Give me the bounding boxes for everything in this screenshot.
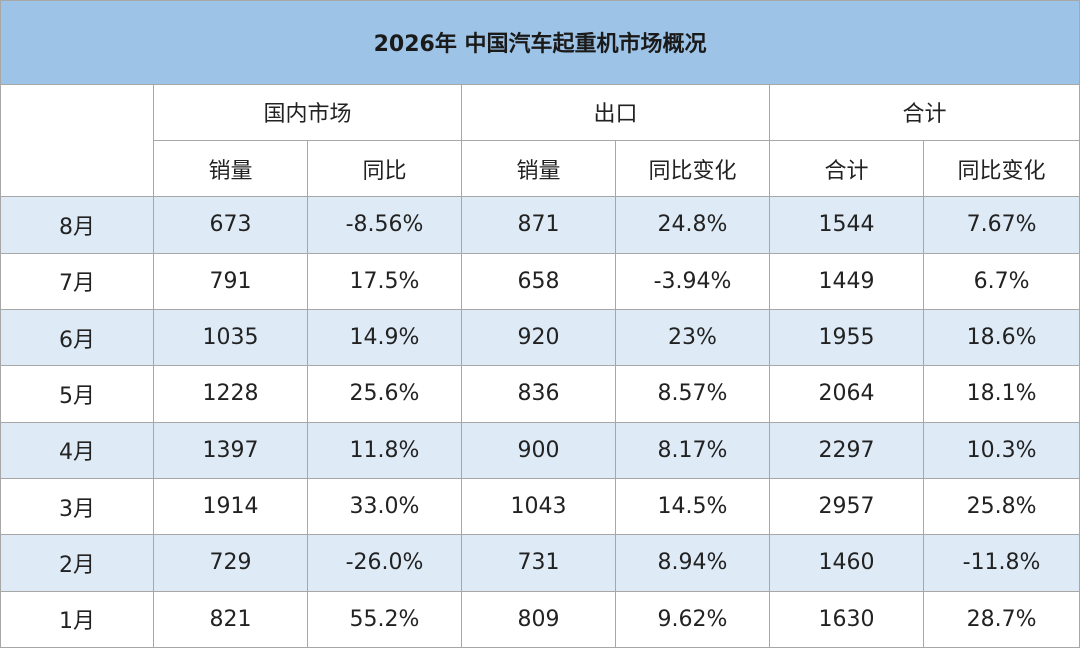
table-cell: 23% xyxy=(615,308,770,367)
table-cell: 55.2% xyxy=(307,590,462,649)
table-cell: 673 xyxy=(153,196,308,254)
table-cell: -3.94% xyxy=(615,252,770,310)
table-cell: 1460 xyxy=(769,534,924,592)
table-cell: 1955 xyxy=(769,308,924,367)
table-cell: 10.3% xyxy=(922,421,1080,479)
row-label-month: 4月 xyxy=(0,421,154,479)
row-label-month: 5月 xyxy=(0,365,154,423)
row-label-month: 7月 xyxy=(0,252,154,310)
table-cell: 8.94% xyxy=(615,534,770,592)
row-label-month: 6月 xyxy=(0,308,154,367)
table-cell: 871 xyxy=(461,196,616,254)
table-cell: 6.7% xyxy=(922,252,1080,310)
column-header: 销量 xyxy=(153,139,308,198)
table-row: 8月 673 -8.56% 871 24.8% 1544 7.67% xyxy=(0,196,1080,254)
table-cell: 1228 xyxy=(153,365,308,423)
group-header-total: 合计 xyxy=(768,83,1080,141)
table-cell: 731 xyxy=(461,534,616,592)
table-row: 3月 1914 33.0% 1043 14.5% 2957 25.8% xyxy=(0,477,1080,536)
column-header: 同比变化 xyxy=(922,139,1080,198)
table-cell: 18.6% xyxy=(922,308,1080,367)
column-header: 销量 xyxy=(461,139,616,198)
table-cell: 821 xyxy=(153,590,308,649)
table-title: 2026年 中国汽车起重机市场概况 xyxy=(0,0,1080,85)
table-cell: 1914 xyxy=(153,477,308,536)
table-cell: 7.67% xyxy=(922,196,1080,254)
table-cell: 658 xyxy=(461,252,616,310)
table-cell: 25.6% xyxy=(307,365,462,423)
table-cell: 1397 xyxy=(153,421,308,479)
table-row: 5月 1228 25.6% 836 8.57% 2064 18.1% xyxy=(0,365,1080,423)
table-cell: 28.7% xyxy=(922,590,1080,649)
table-cell: 1630 xyxy=(769,590,924,649)
table-cell: 900 xyxy=(461,421,616,479)
row-label-month: 8月 xyxy=(0,196,154,254)
table-cell: 1035 xyxy=(153,308,308,367)
column-header: 同比 xyxy=(307,139,462,198)
table-cell: 25.8% xyxy=(922,477,1080,536)
column-header: 合计 xyxy=(769,139,924,198)
table-cell: -11.8% xyxy=(922,534,1080,592)
table-cell: 8.17% xyxy=(615,421,770,479)
table-cell: 1544 xyxy=(769,196,924,254)
table-cell: 791 xyxy=(153,252,308,310)
table-cell: 24.8% xyxy=(615,196,770,254)
table-cell: -26.0% xyxy=(307,534,462,592)
table-cell: 836 xyxy=(461,365,616,423)
table-cell: 729 xyxy=(153,534,308,592)
table-cell: 9.62% xyxy=(615,590,770,649)
table-cell: 11.8% xyxy=(307,421,462,479)
table-cell: -8.56% xyxy=(307,196,462,254)
table-row: 2月 729 -26.0% 731 8.94% 1460 -11.8% xyxy=(0,534,1080,592)
group-header-domestic: 国内市场 xyxy=(153,83,462,141)
row-label-month: 3月 xyxy=(0,477,154,536)
table-cell: 920 xyxy=(461,308,616,367)
table-cell: 33.0% xyxy=(307,477,462,536)
table-cell: 2957 xyxy=(769,477,924,536)
table-row: 1月 821 55.2% 809 9.62% 1630 28.7% xyxy=(0,590,1080,649)
table-cell: 17.5% xyxy=(307,252,462,310)
table-cell: 2297 xyxy=(769,421,924,479)
row-label-month: 2月 xyxy=(0,534,154,592)
table-cell: 2064 xyxy=(769,365,924,423)
row-label-month: 1月 xyxy=(0,590,154,649)
corner-cell xyxy=(0,83,154,198)
table-row: 7月 791 17.5% 658 -3.94% 1449 6.7% xyxy=(0,252,1080,310)
table-cell: 1043 xyxy=(461,477,616,536)
table-cell: 8.57% xyxy=(615,365,770,423)
table-row: 4月 1397 11.8% 900 8.17% 2297 10.3% xyxy=(0,421,1080,479)
table-cell: 14.9% xyxy=(307,308,462,367)
table-cell: 18.1% xyxy=(922,365,1080,423)
table-cell: 809 xyxy=(461,590,616,649)
table-row: 6月 1035 14.9% 920 23% 1955 18.6% xyxy=(0,308,1080,367)
group-header-export: 出口 xyxy=(461,83,770,141)
table-cell: 1449 xyxy=(769,252,924,310)
column-header: 同比变化 xyxy=(615,139,770,198)
table-cell: 14.5% xyxy=(615,477,770,536)
